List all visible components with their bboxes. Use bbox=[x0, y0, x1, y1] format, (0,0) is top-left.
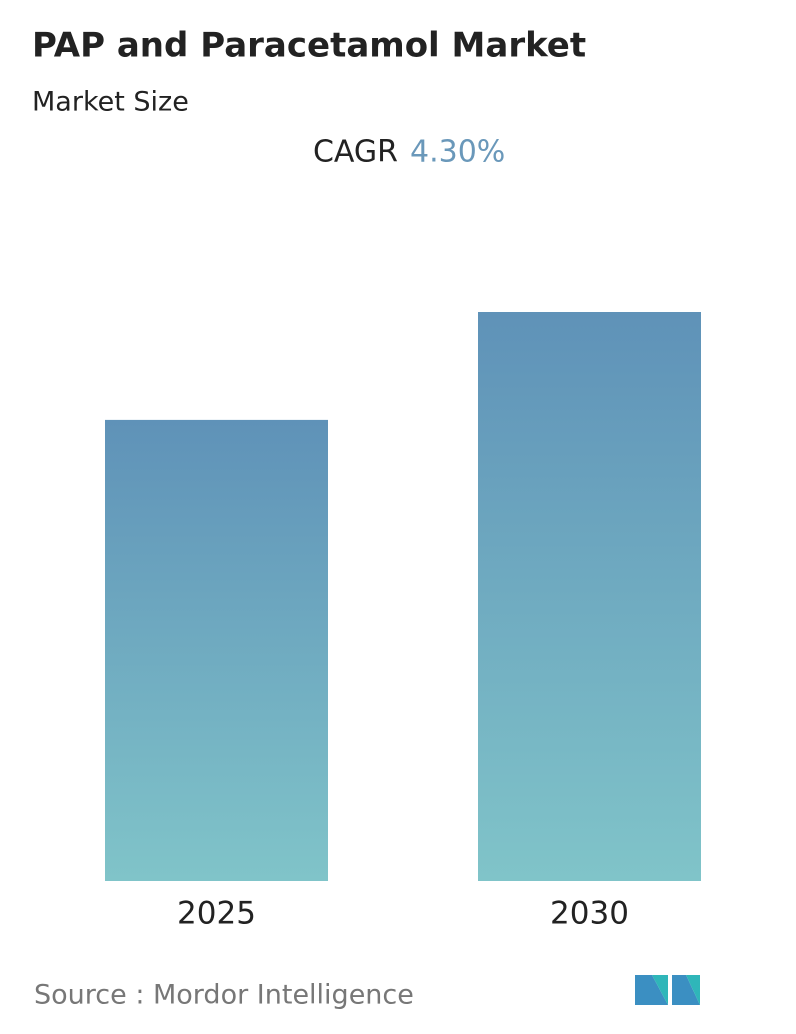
x-tick-label: 2030 bbox=[550, 896, 629, 932]
source: Source : Mordor Intelligence bbox=[34, 980, 414, 1011]
bar bbox=[105, 419, 328, 881]
chart-title: PAP and Paracetamol Market bbox=[32, 26, 586, 66]
bar bbox=[478, 312, 701, 881]
cagr-label: CAGR bbox=[313, 135, 398, 170]
cagr-value: 4.30% bbox=[410, 135, 505, 170]
subtitle: Market Size bbox=[32, 87, 189, 118]
logo bbox=[635, 975, 700, 1005]
x-tick-label: 2025 bbox=[177, 896, 256, 932]
